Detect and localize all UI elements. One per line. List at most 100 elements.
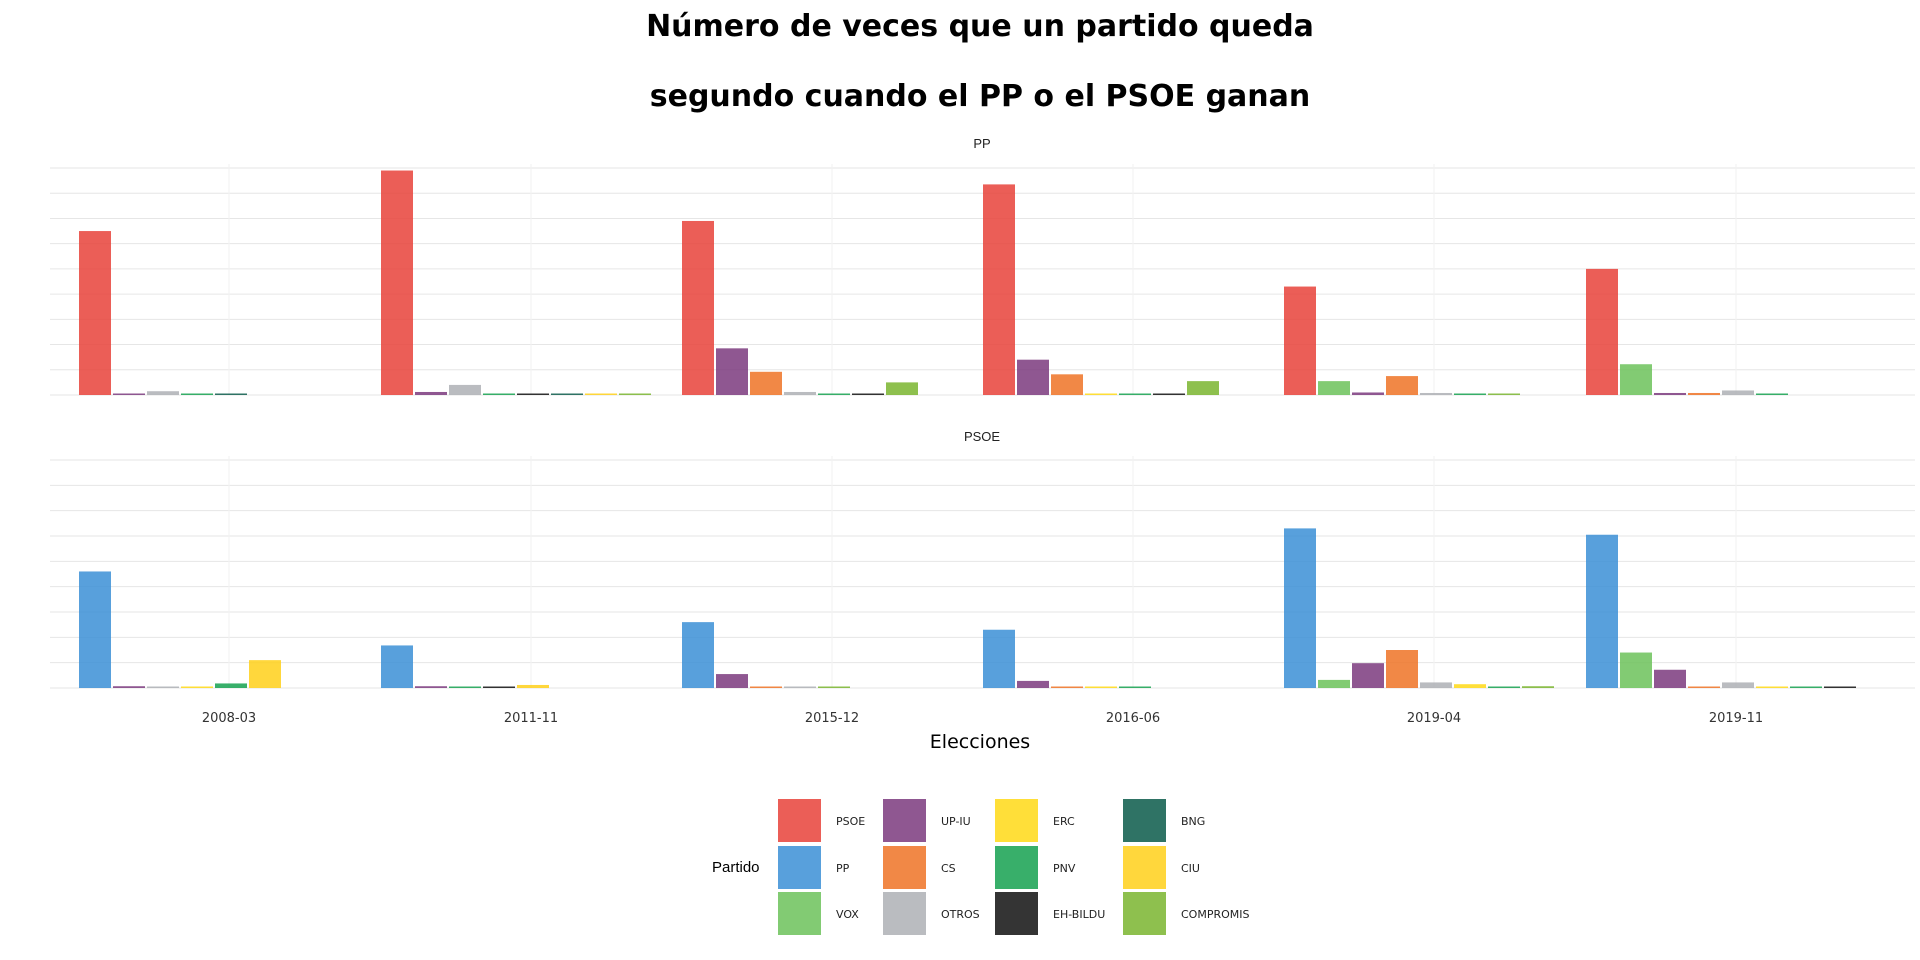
bar-pp-2019-04-pnv bbox=[1454, 393, 1486, 395]
x-axis-ticks: 2008-03 2011-11 2015-12 2016-06 2019-04 2019-… bbox=[202, 711, 1763, 726]
bar-psoe-2015-12-compromis bbox=[818, 686, 850, 688]
x-axis-title: Elecciones bbox=[930, 731, 1030, 753]
bar-pp-2008-03-otros bbox=[147, 391, 179, 395]
bar-pp-2016-06-cs bbox=[1051, 374, 1083, 395]
bar-pp-2019-11-up-iu bbox=[1654, 392, 1686, 395]
bar-psoe-2015-12-up-iu bbox=[716, 674, 748, 688]
bar-psoe-2019-11-cs bbox=[1688, 686, 1720, 688]
bar-pp-2016-06-compromis bbox=[1187, 381, 1219, 395]
bar-psoe-2019-04-erc bbox=[1454, 684, 1486, 688]
x-tick-label-2008-03: 2008-03 bbox=[202, 711, 256, 726]
bar-psoe-2019-11-erc bbox=[1756, 686, 1788, 688]
legend-label-vox: VOX bbox=[836, 908, 859, 921]
legend-key-vox bbox=[778, 892, 821, 935]
bar-psoe-2019-04-cs bbox=[1386, 650, 1418, 688]
bar-pp-2019-04-compromis bbox=[1488, 393, 1520, 395]
bar-pp-2016-06-pnv bbox=[1119, 393, 1151, 395]
x-tick-label-2016-06: 2016-06 bbox=[1106, 711, 1160, 726]
bar-pp-2008-03-bng bbox=[215, 393, 247, 395]
x-tick-label-2015-12: 2015-12 bbox=[805, 711, 859, 726]
bar-psoe-2016-06-erc bbox=[1085, 686, 1117, 688]
bar-pp-2019-04-psoe bbox=[1284, 286, 1316, 395]
bar-pp-2016-06-up-iu bbox=[1017, 359, 1049, 395]
bar-pp-2015-12-compromis bbox=[886, 382, 918, 395]
bar-pp-2015-12-pnv bbox=[818, 393, 850, 395]
legend-label-cs: CS bbox=[941, 862, 956, 875]
bar-pp-2008-03-psoe bbox=[79, 231, 111, 395]
bar-psoe-2011-11-eh-bildu bbox=[483, 686, 515, 688]
legend-key-pp bbox=[778, 846, 821, 889]
bar-psoe-2019-04-pnv bbox=[1488, 686, 1520, 688]
legend-key-otros bbox=[883, 892, 926, 935]
bar-pp-2008-03-pnv bbox=[181, 393, 213, 395]
facet-label-psoe: PSOE bbox=[964, 429, 1000, 444]
legend-label-pp: PP bbox=[836, 862, 850, 875]
bar-pp-2016-06-eh-bildu bbox=[1153, 393, 1185, 395]
bar-psoe-2019-04-compromis bbox=[1522, 686, 1554, 688]
bar-psoe-2019-11-pp bbox=[1586, 534, 1618, 688]
bar-psoe-2019-04-pp bbox=[1284, 528, 1316, 688]
bar-pp-2011-11-pnv bbox=[483, 393, 515, 395]
bar-pp-2015-12-eh-bildu bbox=[852, 393, 884, 395]
legend-label-pnv: PNV bbox=[1053, 862, 1076, 875]
bar-pp-2015-12-up-iu bbox=[716, 348, 748, 395]
legend-key-pnv bbox=[995, 846, 1038, 889]
facet-panel-psoe: PSOE bbox=[50, 429, 1915, 689]
legend-key-bng bbox=[1123, 799, 1166, 842]
legend: Partido PSOE PP VOX UP-IU CS OTROS ERC PNV EH-BI… bbox=[712, 799, 1249, 935]
legend-label-eh-bildu: EH-BILDU bbox=[1053, 908, 1105, 921]
bar-pp-2019-11-pnv bbox=[1756, 393, 1788, 395]
legend-label-up-iu: UP-IU bbox=[941, 815, 971, 828]
bar-pp-2011-11-up-iu bbox=[415, 391, 447, 395]
bar-pp-2019-04-vox bbox=[1318, 381, 1350, 395]
x-tick-label-2011-11: 2011-11 bbox=[504, 711, 558, 726]
bar-pp-2015-12-cs bbox=[750, 371, 782, 395]
bar-pp-2016-06-erc bbox=[1085, 393, 1117, 395]
bar-psoe-2019-11-eh-bildu bbox=[1824, 686, 1856, 688]
bar-psoe-2016-06-up-iu bbox=[1017, 680, 1049, 688]
bar-pp-2019-04-up-iu bbox=[1352, 392, 1384, 395]
bar-pp-2019-04-otros bbox=[1420, 392, 1452, 395]
bar-psoe-2011-11-up-iu bbox=[415, 686, 447, 688]
bar-psoe-2008-03-pp bbox=[79, 571, 111, 688]
legend-key-eh-bildu bbox=[995, 892, 1038, 935]
legend-label-bng: BNG bbox=[1181, 815, 1205, 828]
bar-psoe-2008-03-pnv bbox=[215, 683, 247, 688]
bar-psoe-2008-03-otros bbox=[147, 686, 179, 688]
bar-pp-2015-12-psoe bbox=[682, 220, 714, 395]
bar-pp-2016-06-psoe bbox=[983, 184, 1015, 395]
legend-key-cs bbox=[883, 846, 926, 889]
legend-key-compromis bbox=[1123, 892, 1166, 935]
bar-pp-2011-11-compromis bbox=[619, 393, 651, 395]
chart-title-line-1: Número de veces que un partido queda bbox=[646, 9, 1314, 44]
bar-pp-2011-11-otros bbox=[449, 384, 481, 395]
facet-panel-pp: PP bbox=[50, 136, 1915, 396]
bar-psoe-2015-12-cs bbox=[750, 686, 782, 688]
bar-psoe-2019-11-up-iu bbox=[1654, 669, 1686, 688]
bar-pp-2019-04-cs bbox=[1386, 376, 1418, 395]
bar-pp-2011-11-bng bbox=[551, 393, 583, 395]
x-tick-label-2019-04: 2019-04 bbox=[1407, 711, 1461, 726]
bar-psoe-2019-11-vox bbox=[1620, 652, 1652, 688]
bar-psoe-2016-06-pnv bbox=[1119, 686, 1151, 688]
bar-psoe-2019-04-otros bbox=[1420, 682, 1452, 688]
legend-label-ciu: CIU bbox=[1181, 862, 1200, 875]
bar-pp-2019-11-otros bbox=[1722, 390, 1754, 395]
legend-label-psoe: PSOE bbox=[836, 815, 865, 828]
legend-key-up-iu bbox=[883, 799, 926, 842]
bar-psoe-2016-06-cs bbox=[1051, 686, 1083, 688]
bar-pp-2019-11-cs bbox=[1688, 392, 1720, 395]
bar-psoe-2019-04-up-iu bbox=[1352, 663, 1384, 688]
legend-key-erc bbox=[995, 799, 1038, 842]
bar-psoe-2008-03-erc bbox=[181, 686, 213, 688]
legend-title: Partido bbox=[712, 859, 760, 876]
bar-pp-2019-11-psoe bbox=[1586, 268, 1618, 395]
bar-psoe-2008-03-ciu bbox=[249, 660, 281, 688]
legend-label-compromis: COMPROMIS bbox=[1181, 908, 1249, 921]
bar-psoe-2008-03-up-iu bbox=[113, 686, 145, 688]
x-tick-label-2019-11: 2019-11 bbox=[1709, 711, 1763, 726]
chart-title-line-2: segundo cuando el PP o el PSOE ganan bbox=[650, 79, 1311, 114]
legend-key-ciu bbox=[1123, 846, 1166, 889]
legend-key-psoe bbox=[778, 799, 821, 842]
